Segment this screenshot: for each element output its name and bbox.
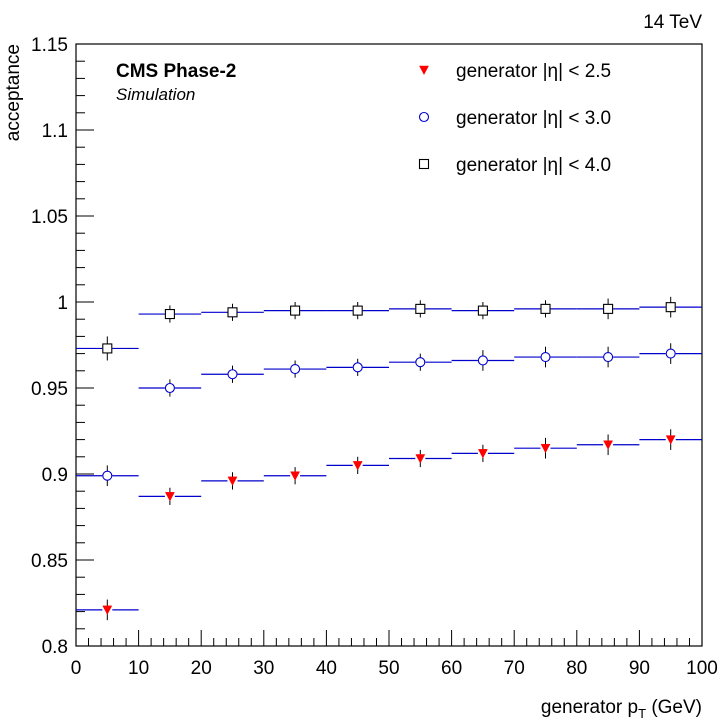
- point-marker-circle: [352, 362, 363, 373]
- legend-entry-label: generator |η| < 3.0: [456, 108, 611, 129]
- legend-entry-label: generator |η| < 2.5: [456, 61, 611, 82]
- x-tick-label: 70: [504, 658, 525, 679]
- x-tick-label: 0: [71, 658, 82, 679]
- x-tick-label: 80: [566, 658, 587, 679]
- point-marker-square: [415, 303, 426, 314]
- legend: generator |η| < 2.5 generator |η| < 3.0 ge…: [418, 61, 611, 176]
- data-series: [76, 296, 702, 621]
- energy-label: 14 TeV: [643, 12, 702, 33]
- point-marker-square: [290, 305, 301, 316]
- experiment-sublabel: Simulation: [116, 85, 195, 104]
- y-axis-ticks: 0.8 0.85 0.9 0.95 1 1.05 1.1 1.15: [31, 35, 94, 658]
- x-tick-label: 40: [316, 658, 337, 679]
- point-marker-triangle: [415, 454, 426, 464]
- y-tick-label: 1.1: [42, 121, 68, 142]
- point-marker-circle: [415, 357, 426, 368]
- point-marker-square: [540, 303, 551, 314]
- point-marker-square: [164, 308, 175, 320]
- x-tick-label: 30: [253, 658, 274, 679]
- x-axis-title-subscript: T: [638, 706, 646, 721]
- point-marker-square: [603, 303, 614, 314]
- point-marker-triangle: [164, 492, 175, 502]
- x-tick-label: 10: [128, 658, 149, 679]
- data-series-group: [76, 296, 702, 361]
- x-tick-label: 100: [686, 658, 718, 679]
- y-tick-label: 0.95: [31, 379, 68, 400]
- y-tick-label: 1.15: [31, 35, 68, 56]
- point-marker-square: [665, 302, 676, 313]
- point-marker-circle: [418, 111, 430, 123]
- point-marker-circle: [102, 470, 113, 481]
- point-marker-triangle: [665, 435, 676, 445]
- point-marker-circle: [290, 364, 301, 375]
- point-marker-square: [418, 158, 430, 170]
- point-marker-triangle: [419, 65, 429, 76]
- experiment-label: CMS Phase-2: [116, 61, 236, 82]
- y-tick-label: 0.8: [42, 637, 68, 658]
- point-marker-square: [102, 343, 113, 354]
- point-marker-circle: [665, 348, 676, 359]
- point-marker-triangle: [603, 440, 614, 450]
- point-marker-triangle: [290, 471, 301, 481]
- point-marker-circle: [540, 351, 551, 363]
- data-series-group: [76, 429, 702, 621]
- y-tick-label: 0.85: [31, 551, 68, 572]
- x-tick-label: 20: [191, 658, 212, 679]
- x-tick-label: 60: [441, 658, 462, 679]
- point-marker-triangle: [102, 605, 113, 615]
- x-axis-title-unit: (GeV): [646, 697, 702, 718]
- point-marker-circle: [477, 355, 488, 366]
- data-series-group: [76, 343, 702, 487]
- x-axis-title: generator pT (GeV): [541, 697, 702, 721]
- point-marker-triangle: [352, 461, 363, 471]
- point-marker-square: [352, 305, 363, 316]
- point-marker-circle: [603, 351, 614, 363]
- legend-entry-label: generator |η| < 4.0: [456, 155, 611, 176]
- y-tick-label: 0.9: [42, 465, 68, 486]
- y-tick-label: 1: [57, 293, 68, 314]
- y-axis-title: acceptance: [3, 44, 24, 141]
- point-marker-circle: [227, 369, 238, 380]
- x-tick-label: 90: [629, 658, 650, 679]
- point-marker-triangle: [227, 476, 238, 486]
- x-axis-title-main: generator p: [541, 697, 638, 718]
- x-tick-label: 50: [378, 658, 399, 679]
- point-marker-square: [227, 307, 238, 318]
- x-axis-ticks: 0 10 20 30 40 50 60 70 80 90 100: [71, 630, 718, 679]
- point-marker-triangle: [540, 443, 551, 454]
- point-marker-triangle: [477, 449, 488, 459]
- plot-frame: [75, 43, 703, 647]
- y-tick-label: 1.05: [31, 207, 68, 228]
- point-marker-circle: [164, 382, 175, 394]
- point-marker-square: [477, 305, 488, 316]
